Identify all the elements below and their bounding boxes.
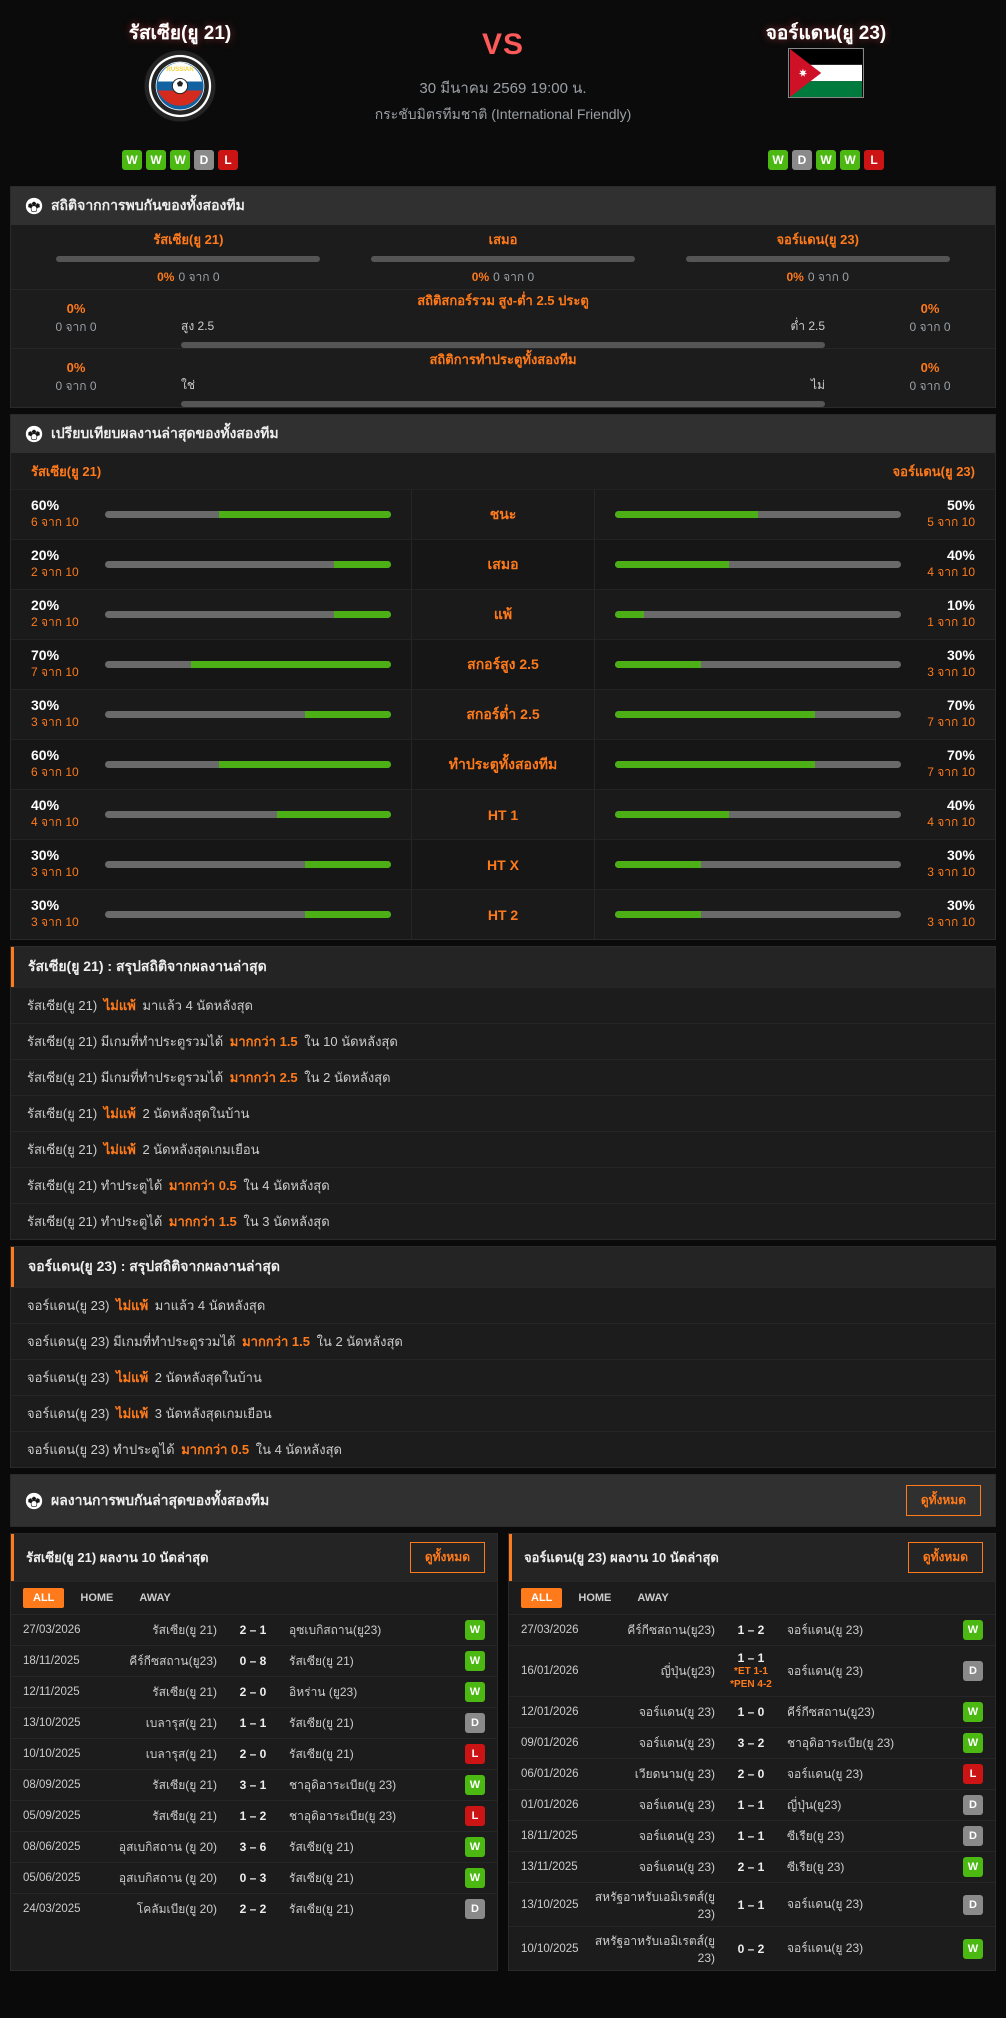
- svg-text:RUSSIAN: RUSSIAN: [166, 66, 193, 73]
